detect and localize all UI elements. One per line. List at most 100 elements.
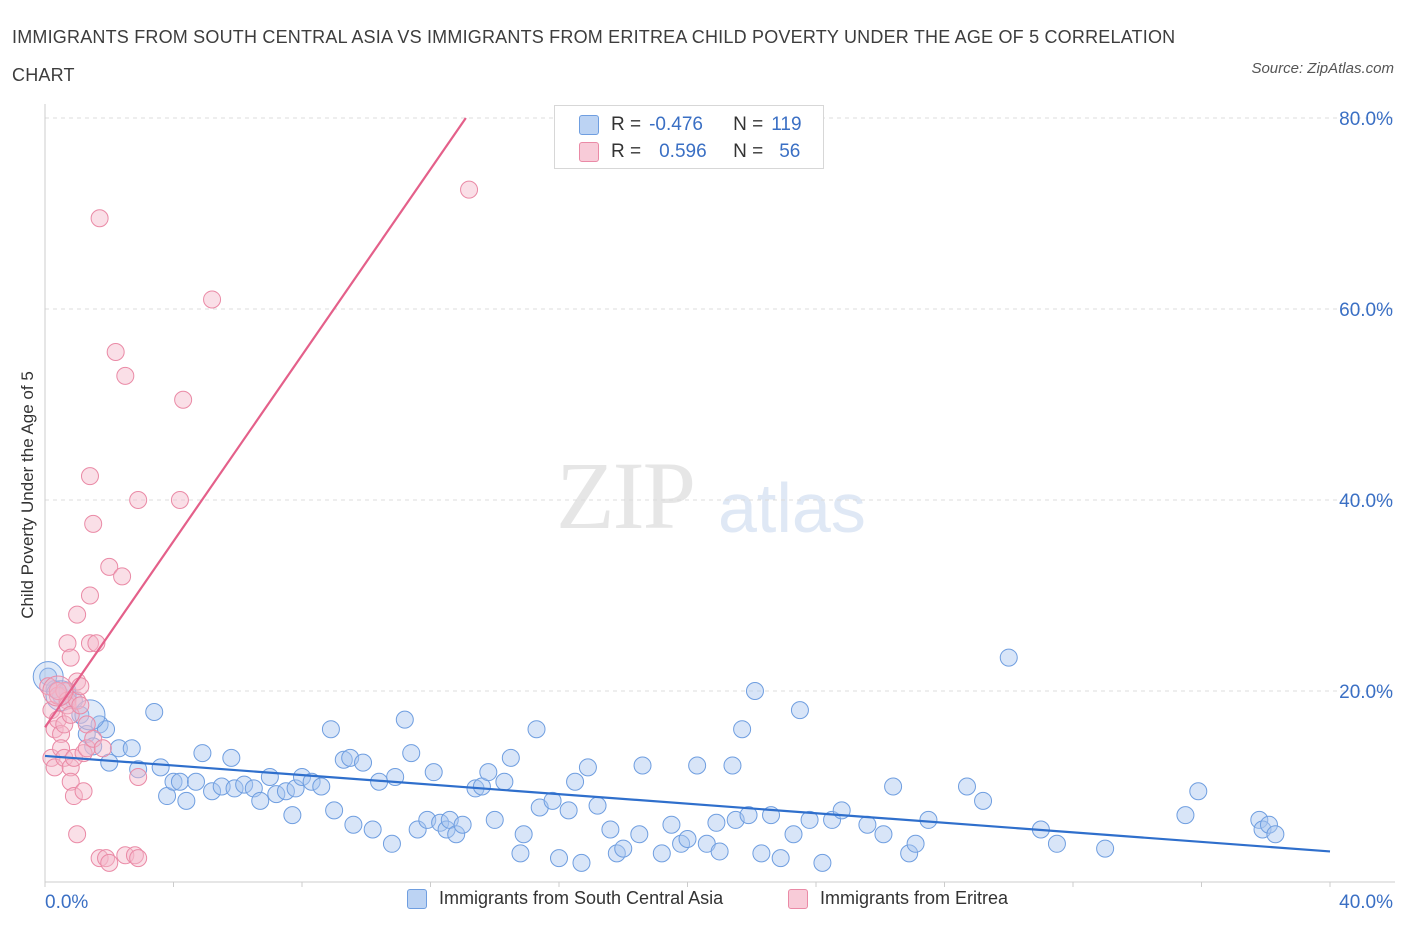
data-point: [312, 777, 331, 796]
data-point: [222, 748, 241, 767]
data-point: [501, 748, 520, 767]
data-point: [293, 767, 311, 786]
chart-title: IMMIGRANTS FROM SOUTH CENTRAL ASIA VS IM…: [12, 27, 1176, 85]
data-point: [784, 825, 803, 844]
r-label: R =: [611, 114, 642, 135]
data-point: [800, 810, 819, 829]
data-point: [71, 696, 90, 715]
data-point: [129, 760, 148, 779]
data-point: [957, 777, 976, 796]
data-point: [129, 849, 148, 868]
trend-line-eritrea: [44, 117, 467, 728]
data-point: [80, 634, 99, 653]
data-point: [61, 648, 80, 667]
watermark-atlas: atlas: [718, 469, 866, 547]
data-point: [286, 779, 305, 798]
x-tick-label: 40.0%: [1339, 892, 1393, 913]
data-point: [479, 763, 498, 782]
legend-item-south-central-asia: Immigrants from South Central Asia: [407, 888, 723, 909]
series-legend: Immigrants from South Central Asia Immig…: [0, 888, 1406, 918]
data-point: [74, 782, 93, 801]
data-point: [771, 849, 790, 868]
data-point: [453, 815, 472, 834]
series-south-central-asia: [32, 648, 1285, 872]
data-point: [874, 825, 893, 844]
data-point: [460, 180, 479, 199]
data-point: [566, 772, 585, 791]
data-point: [344, 815, 363, 834]
data-point: [174, 390, 193, 409]
data-point: [614, 839, 633, 858]
data-point: [974, 791, 993, 810]
data-point: [334, 750, 353, 769]
data-point: [97, 720, 116, 739]
legend-swatch-blue: [407, 888, 427, 909]
data-point: [122, 739, 141, 758]
data-point: [251, 791, 270, 810]
data-point: [514, 825, 533, 844]
r-value: -0.476: [649, 114, 703, 135]
data-point: [485, 810, 504, 829]
data-point: [662, 815, 681, 834]
data-point: [363, 820, 382, 839]
data-point: [321, 720, 340, 739]
watermark-zip: ZIP: [556, 442, 696, 549]
data-point: [193, 744, 212, 763]
data-point: [607, 844, 626, 863]
data-point: [106, 342, 125, 361]
data-point: [84, 729, 103, 748]
data-point: [495, 772, 514, 791]
r-label: R =: [611, 141, 642, 162]
data-point: [906, 834, 925, 853]
data-point: [225, 779, 244, 798]
series-eritrea: [39, 180, 479, 872]
tick-labels: 20.0% 40.0% 60.0% 80.0% 0.0% 40.0%: [45, 109, 1393, 913]
data-point: [382, 834, 401, 853]
data-point: [129, 491, 148, 509]
data-point: [64, 787, 83, 806]
data-point: [283, 806, 302, 825]
trend-lines: [44, 117, 1331, 853]
n-label: N =: [733, 141, 764, 162]
data-point: [97, 849, 116, 868]
data-point: [145, 703, 164, 722]
data-point: [116, 366, 135, 385]
data-point: [170, 772, 189, 791]
data-point: [752, 844, 771, 863]
data-point: [919, 810, 938, 829]
data-point: [588, 796, 607, 815]
data-point: [447, 825, 466, 844]
data-point: [858, 815, 877, 834]
source-label: Source: ZipAtlas.com: [1251, 60, 1394, 77]
data-point: [100, 557, 119, 576]
data-point: [203, 290, 222, 309]
data-point: [813, 853, 832, 872]
data-point: [77, 739, 96, 758]
data-point: [90, 849, 109, 868]
data-point: [1266, 825, 1285, 844]
data-point: [45, 758, 64, 777]
data-point: [511, 844, 530, 863]
data-point: [260, 767, 279, 786]
legend-item-eritrea: Immigrants from Eritrea: [788, 888, 1008, 909]
data-point: [71, 705, 90, 724]
r-value: 0.596: [659, 141, 707, 162]
data-point: [125, 846, 144, 865]
data-point: [707, 813, 726, 832]
data-point: [48, 682, 67, 700]
data-point: [52, 724, 71, 743]
n-value: 56: [779, 141, 801, 162]
data-point: [550, 849, 568, 868]
stats-row-blue: R = -0.476 N = 119: [579, 112, 802, 138]
y-tick-label: 40.0%: [1339, 491, 1393, 512]
data-point: [408, 820, 427, 839]
data-point: [900, 844, 919, 863]
data-point: [45, 720, 64, 739]
data-point: [177, 791, 196, 810]
data-point: [745, 682, 764, 700]
data-point: [68, 691, 87, 710]
data-point: [1096, 839, 1115, 858]
grid-lines: [45, 117, 1395, 692]
data-point: [84, 514, 103, 533]
